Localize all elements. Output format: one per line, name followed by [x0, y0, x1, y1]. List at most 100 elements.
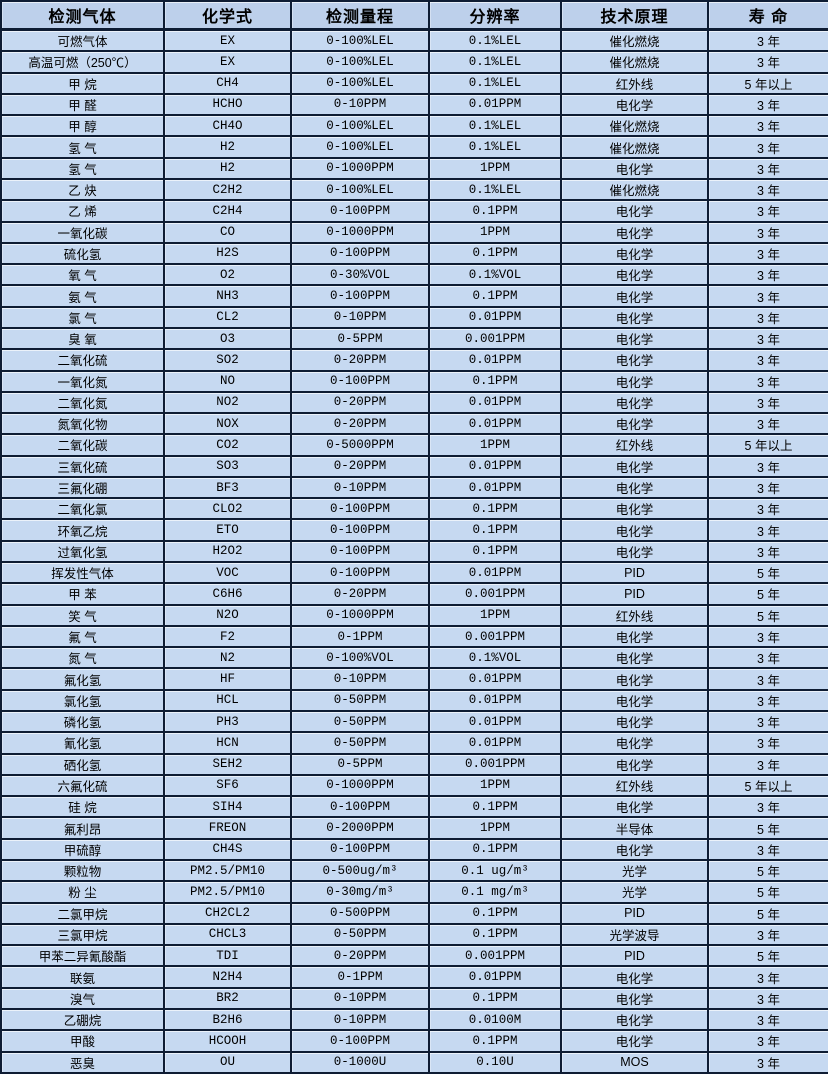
- cell-lifespan: 5 年: [707, 561, 828, 585]
- cell-technology: 电化学: [560, 667, 709, 691]
- table-row: 硅 烷 SIH4 0-100PPM 0.1PPM 电化学 3 年: [0, 795, 828, 819]
- cell-chemical-formula: BF3: [163, 475, 292, 500]
- cell-chemical-formula: ETO: [163, 518, 292, 542]
- cell-gas-name: 甲 醇: [0, 114, 165, 138]
- cell-resolution: 0.1PPM: [428, 837, 562, 861]
- cell-lifespan: 3 年: [707, 199, 828, 223]
- cell-gas-name: 氟利昂: [0, 816, 165, 840]
- cell-chemical-formula: SF6: [163, 773, 292, 798]
- table-row: 甲苯二异氰酸酯 TDI 0-20PPM 0.001PPM PID 5 年: [0, 944, 828, 968]
- cell-technology: 电化学: [560, 624, 709, 649]
- cell-chemical-formula: CO: [163, 220, 292, 244]
- cell-detection-range: 0-1PPM: [290, 965, 430, 989]
- cell-lifespan: 3 年: [707, 1050, 828, 1074]
- cell-gas-name: 甲 烷: [0, 71, 165, 95]
- cell-detection-range: 0-100%LEL: [290, 114, 430, 138]
- cell-detection-range: 0-2000PPM: [290, 816, 430, 840]
- cell-technology: 电化学: [560, 795, 709, 819]
- cell-lifespan: 3 年: [707, 390, 828, 415]
- cell-gas-name: 可燃气体: [0, 28, 165, 53]
- table-row: 氟利昂 FREON 0-2000PPM 1PPM 半导体 5 年: [0, 816, 828, 840]
- cell-lifespan: 3 年: [707, 497, 828, 521]
- cell-technology: 红外线: [560, 773, 709, 798]
- table-row: 恶臭 OU 0-1000U 0.10U MOS 3 年: [0, 1050, 828, 1074]
- cell-gas-name: 甲 苯: [0, 582, 165, 606]
- cell-lifespan: 5 年: [707, 901, 828, 925]
- table-row: 氯化氢 HCL 0-50PPM 0.01PPM 电化学 3 年: [0, 688, 828, 713]
- cell-gas-name: 笑 气: [0, 603, 165, 627]
- cell-resolution: 0.01PPM: [428, 667, 562, 691]
- table-row: 硒化氢 SEH2 0-5PPM 0.001PPM 电化学 3 年: [0, 752, 828, 776]
- cell-resolution: 0.1%LEL: [428, 71, 562, 95]
- cell-chemical-formula: VOC: [163, 561, 292, 585]
- cell-detection-range: 0-100PPM: [290, 284, 430, 308]
- cell-gas-name: 氢 气: [0, 135, 165, 159]
- cell-detection-range: 0-20PPM: [290, 390, 430, 415]
- cell-technology: 电化学: [560, 752, 709, 776]
- cell-detection-range: 0-20PPM: [290, 348, 430, 372]
- cell-technology: 半导体: [560, 816, 709, 840]
- cell-chemical-formula: C2H4: [163, 199, 292, 223]
- cell-lifespan: 3 年: [707, 50, 828, 74]
- cell-detection-range: 0-100PPM: [290, 199, 430, 223]
- cell-chemical-formula: CH4: [163, 71, 292, 95]
- cell-detection-range: 0-30mg/m³: [290, 880, 430, 904]
- cell-gas-name: 二氯甲烷: [0, 901, 165, 925]
- cell-detection-range: 0-1000PPM: [290, 603, 430, 627]
- cell-chemical-formula: C2H2: [163, 177, 292, 202]
- cell-gas-name: 乙 烯: [0, 199, 165, 223]
- cell-lifespan: 3 年: [707, 1007, 828, 1032]
- cell-lifespan: 5 年: [707, 944, 828, 968]
- cell-lifespan: 5 年: [707, 858, 828, 883]
- cell-technology: 催化燃烧: [560, 114, 709, 138]
- cell-chemical-formula: CO2: [163, 433, 292, 457]
- cell-technology: 电化学: [560, 199, 709, 223]
- cell-gas-name: 三氯甲烷: [0, 922, 165, 947]
- cell-detection-range: 0-1000PPM: [290, 773, 430, 798]
- cell-detection-range: 0-100%LEL: [290, 28, 430, 53]
- table-row: 三氟化硼 BF3 0-10PPM 0.01PPM 电化学 3 年: [0, 475, 828, 500]
- cell-gas-name: 氰化氢: [0, 731, 165, 755]
- cell-lifespan: 3 年: [707, 284, 828, 308]
- table-row: 磷化氢 PH3 0-50PPM 0.01PPM 电化学 3 年: [0, 709, 828, 734]
- cell-lifespan: 3 年: [707, 326, 828, 351]
- cell-resolution: 0.10U: [428, 1050, 562, 1074]
- cell-chemical-formula: H2O2: [163, 539, 292, 564]
- cell-detection-range: 0-100%LEL: [290, 177, 430, 202]
- table-row: 乙硼烷 B2H6 0-10PPM 0.0100M 电化学 3 年: [0, 1007, 828, 1032]
- table-row: 一氧化氮 NO 0-100PPM 0.1PPM 电化学 3 年: [0, 369, 828, 393]
- cell-chemical-formula: B2H6: [163, 1007, 292, 1032]
- cell-chemical-formula: CH2CL2: [163, 901, 292, 925]
- cell-resolution: 0.1%LEL: [428, 177, 562, 202]
- cell-resolution: 0.1PPM: [428, 986, 562, 1010]
- cell-resolution: 0.001PPM: [428, 582, 562, 606]
- cell-resolution: 0.001PPM: [428, 624, 562, 649]
- cell-lifespan: 3 年: [707, 348, 828, 372]
- table-row: 高温可燃（250℃） EX 0-100%LEL 0.1%LEL 催化燃烧 3 年: [0, 50, 828, 74]
- cell-technology: 电化学: [560, 1007, 709, 1032]
- cell-resolution: 0.01PPM: [428, 688, 562, 713]
- cell-lifespan: 5 年: [707, 582, 828, 606]
- cell-detection-range: 0-100PPM: [290, 1029, 430, 1053]
- cell-lifespan: 3 年: [707, 965, 828, 989]
- cell-technology: 电化学: [560, 390, 709, 415]
- cell-resolution: 0.1PPM: [428, 539, 562, 564]
- cell-chemical-formula: CH4S: [163, 837, 292, 861]
- cell-chemical-formula: PM2.5/PM10: [163, 858, 292, 883]
- cell-gas-name: 甲苯二异氰酸酯: [0, 944, 165, 968]
- table-row: 二氧化氯 CLO2 0-100PPM 0.1PPM 电化学 3 年: [0, 497, 828, 521]
- cell-technology: 电化学: [560, 1029, 709, 1053]
- cell-technology: 电化学: [560, 646, 709, 670]
- cell-technology: 电化学: [560, 688, 709, 713]
- cell-lifespan: 3 年: [707, 922, 828, 947]
- cell-lifespan: 3 年: [707, 156, 828, 180]
- table-row: 氨 气 NH3 0-100PPM 0.1PPM 电化学 3 年: [0, 284, 828, 308]
- table-row: 二氧化氮 NO2 0-20PPM 0.01PPM 电化学 3 年: [0, 390, 828, 415]
- cell-chemical-formula: CL2: [163, 305, 292, 329]
- cell-detection-range: 0-10PPM: [290, 667, 430, 691]
- table-row: 可燃气体 EX 0-100%LEL 0.1%LEL 催化燃烧 3 年: [0, 28, 828, 53]
- cell-lifespan: 3 年: [707, 305, 828, 329]
- cell-chemical-formula: EX: [163, 28, 292, 53]
- table-row: 甲 醛 HCHO 0-10PPM 0.01PPM 电化学 3 年: [0, 92, 828, 117]
